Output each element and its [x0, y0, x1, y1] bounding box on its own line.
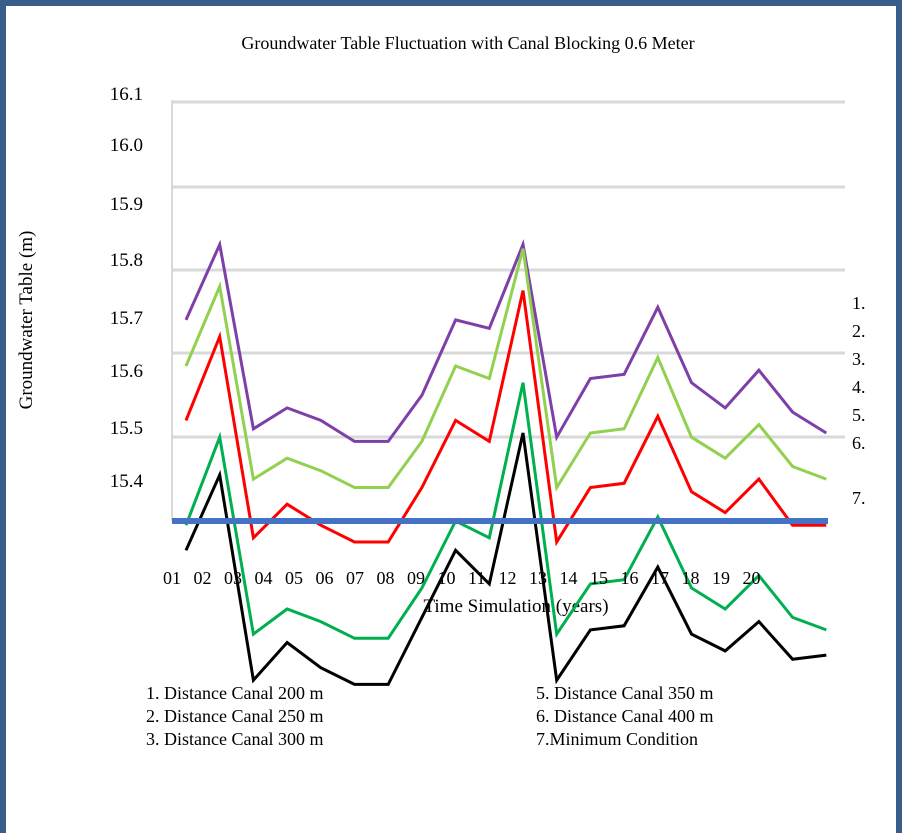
right-series-labels: 1. 2. 3. 4. 5. 6. 7.	[852, 293, 866, 508]
legend-right: 5. Distance Canal 350 m 6. Distance Cana…	[536, 682, 713, 751]
x-tick-label: 19	[712, 568, 730, 588]
x-axis-label: Time Simulation (years)	[423, 596, 608, 617]
y-tick-label: 16.0	[110, 135, 143, 156]
series-line-2	[184, 248, 827, 492]
legend-item: 6. Distance Canal 400 m	[536, 706, 714, 726]
right-series-label: 4.	[852, 377, 866, 397]
series-lines	[172, 239, 828, 686]
right-series-label: 5.	[852, 405, 866, 425]
legend-left: 1. Distance Canal 200 m 2. Distance Cana…	[146, 682, 323, 751]
y-tick-labels: 16.1 16.0 15.9 15.8 15.7 15.6 15.5 15.4	[110, 84, 144, 492]
series-line-5	[184, 382, 827, 640]
x-tick-label: 08	[377, 568, 395, 588]
x-tick-label: 04	[255, 568, 273, 588]
y-tick-label: 15.6	[110, 361, 143, 382]
y-tick-label: 15.5	[110, 418, 143, 439]
x-tick-label: 02	[194, 568, 212, 588]
y-tick-label: 15.8	[110, 250, 143, 271]
x-tick-label: 14	[560, 568, 578, 588]
y-tick-label: 15.9	[110, 194, 143, 215]
x-tick-label: 10	[438, 568, 456, 588]
x-tick-label: 07	[346, 568, 364, 588]
legend-item: 2. Distance Canal 250 m	[146, 706, 324, 726]
x-tick-labels: 01 02 03 04 05 06 07 08 09 10 11 12 13 14 15 16 17 18 19 20	[163, 568, 761, 588]
legend-item: 5. Distance Canal 350 m	[536, 683, 714, 703]
series-line-6	[184, 432, 827, 686]
right-series-label: 1.	[852, 293, 866, 313]
right-series-label: 7.	[852, 488, 866, 508]
x-tick-label: 11	[468, 568, 485, 588]
x-tick-label: 06	[316, 568, 334, 588]
y-tick-label: 16.1	[110, 84, 143, 105]
right-series-label: 3.	[852, 349, 866, 369]
x-tick-label: 17	[651, 568, 669, 588]
x-tick-label: 13	[529, 568, 547, 588]
x-tick-label: 15	[590, 568, 608, 588]
y-tick-label: 15.4	[110, 471, 144, 492]
chart-title: Groundwater Table Fluctuation with Canal…	[241, 33, 694, 53]
x-tick-label: 16	[621, 568, 639, 588]
x-tick-label: 05	[285, 568, 303, 588]
series-line-3	[184, 290, 827, 547]
right-series-label: 6.	[852, 433, 866, 453]
right-series-label: 2.	[852, 321, 866, 341]
x-tick-label: 03	[224, 568, 242, 588]
x-tick-label: 12	[499, 568, 517, 588]
y-axis-label: Groundwater Table (m)	[16, 231, 37, 410]
y-tick-label: 15.7	[110, 308, 143, 329]
series-line-1	[184, 239, 828, 443]
x-tick-label: 20	[743, 568, 761, 588]
legend-item: 1. Distance Canal 200 m	[146, 683, 324, 703]
x-tick-label: 09	[407, 568, 425, 588]
legend-item: 7.Minimum Condition	[536, 729, 699, 749]
x-tick-label: 01	[163, 568, 181, 588]
x-tick-label: 18	[682, 568, 700, 588]
legend-item: 3. Distance Canal 300 m	[146, 729, 324, 749]
